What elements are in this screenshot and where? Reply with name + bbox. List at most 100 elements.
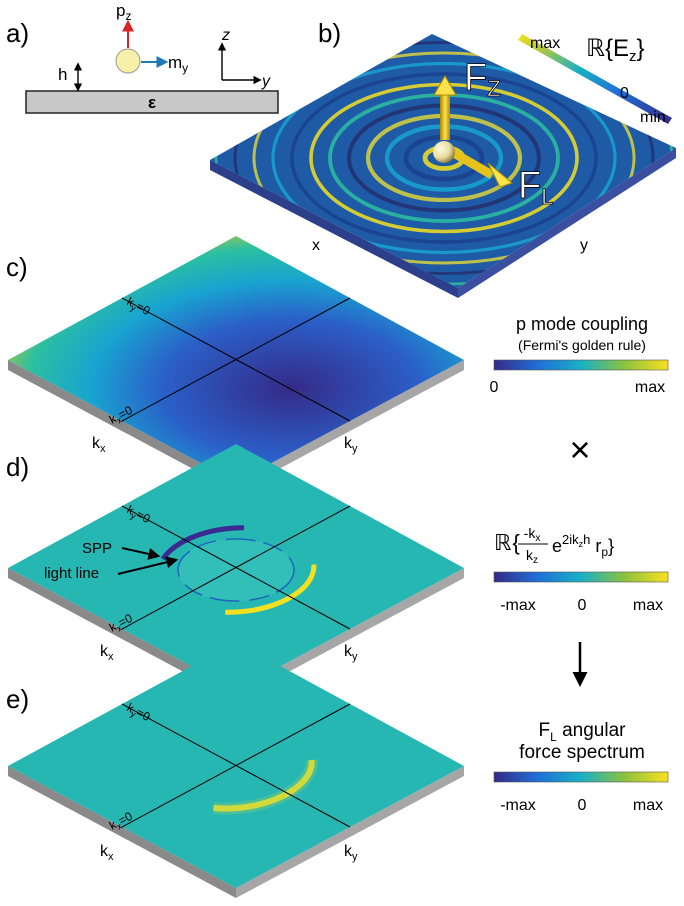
panel-d-axis-ky: k [344, 643, 353, 660]
panel-d-axis-kx: k [100, 643, 109, 660]
svg-text:kx: kx [92, 435, 106, 455]
panel-e-slab-side [8, 766, 236, 898]
ez-cb-min: min [640, 109, 666, 126]
legend-d-r-sub: p [601, 545, 608, 559]
legend-d-min: -max [500, 597, 536, 614]
panel-b-axis-y: y [580, 237, 588, 254]
legend-e-title-line2: force spectrum [519, 742, 645, 763]
panel-c-axis-kx-sub: x [100, 443, 106, 455]
legend-d: ℝ{ -kx kz e2ikzh rp} -max 0 max [493, 525, 669, 614]
panel-c-slab-side-2 [236, 360, 464, 492]
panel-d-slab-side-2 [236, 568, 464, 700]
svg-text:ky: ky [344, 843, 358, 863]
axis-z-label: z [221, 27, 230, 44]
legend-d-colorbar [493, 571, 669, 583]
legend-c: p mode coupling (Fermi's golden rule) 0 … [490, 314, 669, 396]
panel-c-kx0-tail: =0 [116, 403, 135, 422]
ez-title-close: } [637, 35, 645, 62]
panel-c-axis-ky-sub: y [352, 443, 358, 455]
panel-a-label: a) [6, 18, 29, 48]
panel-e-kx0-line [121, 703, 351, 828]
fz-arrow-shaft [440, 92, 450, 140]
panel-a: a) ε h pz my z y [6, 1, 279, 114]
ez-cb-zero: 0 [620, 85, 629, 102]
svg-text:kx: kx [100, 843, 114, 863]
legend-e-title-rest: angular [557, 720, 626, 741]
fz-sub: Z [487, 76, 500, 101]
dielectric-slab [25, 90, 279, 114]
force-arc-yellow [157, 724, 315, 812]
panel-b-label: b) [318, 18, 341, 48]
ez-wave-rings [214, 34, 674, 286]
panel-e-axis-kx: k [100, 843, 109, 860]
legend-d-exp: 2ik [562, 532, 579, 547]
svg-text:kz: kz [526, 547, 538, 566]
panel-c: c) ky=0 kx=0 kx ky [6, 236, 464, 492]
dipole-particle [115, 48, 141, 74]
svg-text:my: my [168, 53, 188, 75]
fl-sub: L [541, 184, 553, 209]
pz-sub: z [125, 9, 131, 23]
panel-b-slab-side-2 [458, 148, 676, 298]
fz-label: F [464, 57, 487, 99]
svg-text:ky: ky [344, 643, 358, 663]
panel-d: d) ky=0 kx=0 SPP light line kx ky [6, 444, 464, 700]
panel-c-kx0-line [121, 297, 351, 422]
my-label: m [168, 53, 182, 72]
panel-b-slab-side [210, 160, 458, 298]
panel-e-axis-ky: k [344, 843, 353, 860]
wave-ring [271, 61, 617, 255]
ez-title-prefix: ℝ [586, 35, 605, 62]
svg-text:kx=0: kx=0 [107, 611, 136, 637]
legend-c-colorbar [493, 359, 669, 371]
legend-d-num: -k [524, 525, 537, 541]
wave-ring [233, 41, 655, 275]
panel-e-ky0-sub: y [129, 708, 138, 719]
spp-ring-dark [155, 525, 317, 615]
panel-c-label: c) [6, 252, 28, 282]
legend-d-max: max [633, 597, 663, 614]
panel-e-axis-ky-sub: y [352, 851, 358, 863]
panel-c-ky0-tail: =0 [134, 299, 153, 318]
panel-b: b) FZ FL x y max 0 min ℝ{Ez} [210, 18, 676, 298]
legend-d-exp-base: e [552, 536, 562, 556]
my-sub: y [182, 61, 188, 75]
panel-e-kx0-tail: =0 [116, 809, 135, 828]
legend-d-mid: 0 [578, 597, 587, 614]
legend-c-min: 0 [490, 379, 499, 396]
panel-d-ky0-sub: y [129, 510, 138, 521]
legend-d-prefix: ℝ [494, 530, 512, 555]
panel-c-ky0-sub: y [129, 302, 138, 313]
panel-d-kx0-tail: =0 [116, 611, 135, 630]
legend-e-min: -max [500, 797, 536, 814]
legend-e-title-sub: L [550, 730, 557, 744]
svg-text:e2ikzh rp}: e2ikzh rp} [552, 532, 614, 559]
legend-d-num-sub: x [535, 533, 540, 544]
panel-c-slab-side [8, 360, 236, 492]
ez-title-sub: z [629, 48, 637, 65]
panel-c-axis-kx: k [92, 435, 101, 452]
spp-ring-yellow [155, 525, 317, 615]
panel-e: e) ky=0 kx=0 kx ky [6, 642, 464, 898]
legend-d-den: k [526, 547, 534, 563]
svg-text:ℝ{Ez}: ℝ{Ez} [586, 35, 645, 65]
panel-e-axis-kx-sub: x [108, 851, 114, 863]
panel-e-kx0-sub: x [115, 820, 124, 831]
spp-label: SPP [82, 540, 112, 557]
wave-ring [290, 72, 598, 244]
legend-c-title: p mode coupling [516, 314, 648, 334]
legend-e-colorbar [493, 771, 669, 783]
axis-y-label: y [261, 73, 271, 90]
panel-e-label: e) [6, 684, 29, 714]
svg-text:FZ: FZ [464, 57, 501, 101]
panel-d-axis-ky-sub: y [352, 651, 358, 663]
svg-text:ℝ{: ℝ{ [494, 530, 520, 555]
times-operator: × [569, 429, 590, 470]
epsilon-label: ε [148, 93, 156, 112]
ez-colorbar [518, 34, 672, 124]
fz-arrow-head [433, 75, 457, 96]
svg-text:kx: kx [100, 643, 114, 663]
panel-d-kx0-line [121, 505, 351, 630]
legend-e-max: max [633, 797, 663, 814]
